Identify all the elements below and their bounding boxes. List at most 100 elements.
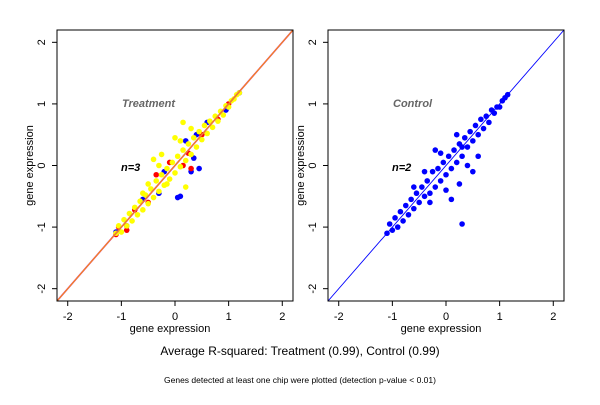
y-tick-label: -1 bbox=[36, 222, 48, 232]
data-point-series-2 bbox=[150, 156, 157, 163]
data-point-series-0 bbox=[464, 162, 471, 169]
sample-count-label: n=2 bbox=[392, 162, 411, 174]
y-tick-label: 0 bbox=[36, 162, 48, 168]
data-point-series-2 bbox=[148, 186, 154, 192]
x-tick-label: 2 bbox=[279, 311, 285, 323]
y-tick-label: 1 bbox=[307, 101, 319, 107]
data-point-series-0 bbox=[456, 181, 463, 187]
data-point-series-2 bbox=[121, 216, 127, 223]
data-point-series-0 bbox=[459, 153, 465, 160]
data-point-series-1 bbox=[153, 171, 160, 178]
data-point-series-0 bbox=[421, 168, 428, 175]
data-point-series-2 bbox=[193, 144, 200, 150]
control-title: Control bbox=[393, 98, 433, 110]
data-point-series-0 bbox=[440, 159, 447, 166]
data-point-series-0 bbox=[478, 116, 484, 123]
data-point-series-0 bbox=[432, 147, 439, 153]
data-point-series-2 bbox=[156, 162, 162, 169]
data-point-series-0 bbox=[448, 196, 455, 203]
data-point-series-2 bbox=[126, 210, 133, 217]
x-tick-label: 0 bbox=[443, 311, 449, 323]
x-tick-label: -2 bbox=[334, 311, 344, 323]
data-point-series-2 bbox=[140, 207, 146, 213]
data-point-series-0 bbox=[411, 184, 417, 190]
footnote: Genes detected at least one chip were pl… bbox=[164, 375, 436, 385]
data-point-series-2 bbox=[140, 190, 146, 197]
data-point-series-2 bbox=[204, 130, 210, 137]
data-point-series-0 bbox=[432, 184, 439, 190]
data-point-series-2 bbox=[118, 229, 125, 235]
data-point-series-0 bbox=[445, 153, 452, 160]
data-point-series-0 bbox=[467, 128, 473, 135]
data-point-series-0 bbox=[429, 168, 436, 175]
data-point-series-1 bbox=[123, 227, 130, 233]
data-point-series-0 bbox=[453, 159, 460, 166]
x-tick-label: 1 bbox=[226, 311, 232, 323]
data-point-series-0 bbox=[451, 147, 457, 153]
data-point-series-0 bbox=[483, 113, 490, 120]
data-point-series-2 bbox=[134, 211, 141, 218]
identity-line bbox=[328, 30, 564, 301]
data-point-series-2 bbox=[177, 138, 184, 144]
y-axis-label: gene expression bbox=[24, 125, 36, 206]
x-axis-label: gene expression bbox=[130, 323, 211, 335]
data-point-series-0 bbox=[475, 131, 481, 138]
data-point-series-1 bbox=[188, 165, 194, 172]
data-point-series-0 bbox=[486, 119, 492, 126]
data-point-series-2 bbox=[180, 147, 186, 153]
data-point-series-2 bbox=[156, 188, 162, 195]
data-point-series-0 bbox=[421, 193, 428, 200]
y-tick-label: 2 bbox=[307, 39, 319, 45]
data-point-series-2 bbox=[169, 159, 176, 166]
data-point-series-0 bbox=[427, 199, 433, 206]
data-point-series-2 bbox=[215, 118, 221, 124]
data-point-series-2 bbox=[164, 181, 170, 187]
data-point-series-2 bbox=[188, 125, 194, 132]
data-point-series-0 bbox=[386, 221, 393, 227]
data-point-series-2 bbox=[158, 171, 165, 178]
data-point-series-2 bbox=[123, 223, 130, 229]
data-point-series-0 bbox=[400, 218, 406, 224]
data-point-series-0 bbox=[411, 205, 417, 212]
data-point-series-2 bbox=[166, 176, 173, 182]
control-panel: -2 -1 0 1 2 -2 -1 0 1 2 gene expression gene expres… bbox=[295, 29, 565, 335]
data-point-series-2 bbox=[180, 119, 186, 126]
data-point-series-0 bbox=[389, 227, 396, 233]
data-point-series-2 bbox=[129, 218, 135, 224]
data-point-series-0 bbox=[437, 178, 444, 184]
data-point-series-2 bbox=[177, 163, 184, 170]
y-tick-label: -2 bbox=[36, 284, 48, 294]
y-tick-label: 1 bbox=[36, 101, 48, 107]
data-point-series-2 bbox=[164, 165, 170, 172]
data-point-series-2 bbox=[174, 153, 181, 160]
data-point-series-0 bbox=[453, 131, 460, 138]
x-tick-label: -1 bbox=[387, 311, 397, 323]
y-tick-label: -2 bbox=[307, 284, 319, 294]
data-point-series-0 bbox=[435, 165, 441, 172]
data-point-series-2 bbox=[196, 128, 202, 135]
y-tick-label: 2 bbox=[36, 39, 48, 45]
data-point-series-2 bbox=[172, 170, 178, 176]
data-point-series-2 bbox=[182, 184, 189, 190]
x-tick-label: -2 bbox=[63, 311, 73, 323]
data-point-series-2 bbox=[207, 118, 213, 124]
data-point-series-0 bbox=[443, 187, 449, 193]
data-point-series-0 bbox=[402, 202, 409, 209]
data-point-series-0 bbox=[461, 134, 468, 141]
data-point-series-0 bbox=[419, 184, 425, 190]
treatment-title: Treatment bbox=[122, 98, 176, 110]
data-point-series-0 bbox=[470, 138, 476, 144]
y-tick-label: -1 bbox=[307, 222, 319, 232]
treatment-panel: -2 -1 0 1 2 -2 -1 0 1 2 gene expression gene expres… bbox=[24, 29, 294, 335]
data-point-series-2 bbox=[153, 178, 160, 184]
data-point-series-2 bbox=[185, 141, 192, 147]
data-point-series-2 bbox=[115, 223, 122, 229]
data-point-series-0 bbox=[427, 190, 433, 197]
data-point-series-2 bbox=[188, 151, 194, 158]
data-point-series-0 bbox=[437, 150, 444, 156]
data-point-series-0 bbox=[470, 168, 476, 175]
data-point-series-0 bbox=[394, 224, 401, 230]
data-point-series-2 bbox=[209, 124, 216, 131]
y-axis-label: gene expression bbox=[295, 125, 307, 206]
plot-area bbox=[328, 30, 564, 301]
